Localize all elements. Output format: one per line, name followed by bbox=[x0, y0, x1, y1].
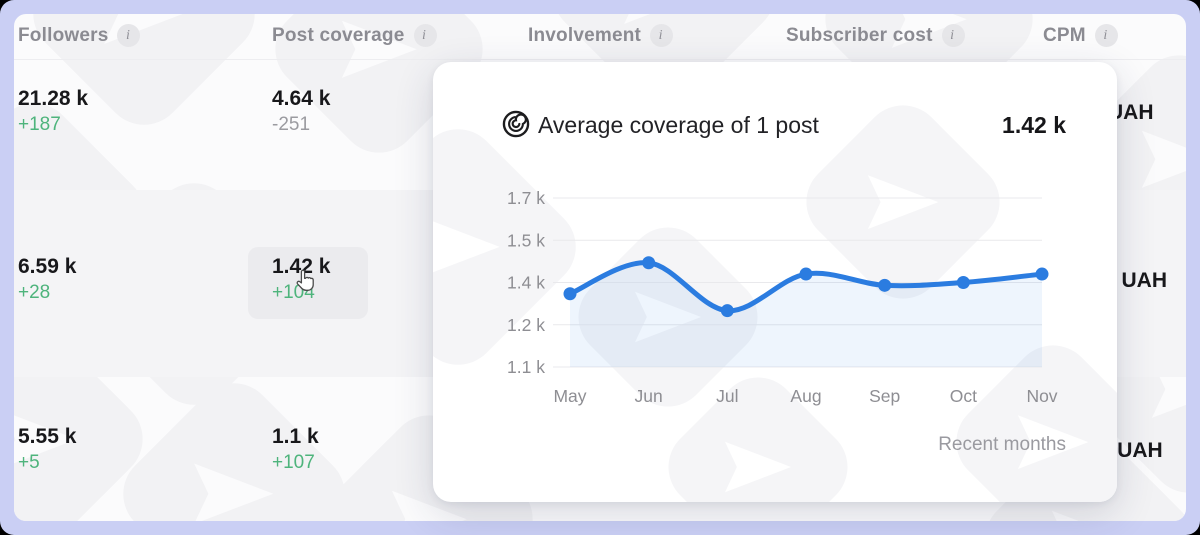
cell-followers-row1[interactable]: 21.28 k +187 bbox=[18, 86, 88, 137]
chart-point-May[interactable] bbox=[563, 287, 577, 301]
cell-delta: +5 bbox=[18, 452, 40, 473]
popup-footer-label: Recent months bbox=[938, 434, 1066, 455]
hand-cursor-icon bbox=[296, 269, 314, 291]
popup-title-row: Average coverage of 1 post 1.42 k bbox=[433, 110, 1117, 142]
table-header-row: Followers i Post coverage i Involvement … bbox=[14, 14, 1186, 60]
x-axis-tick-label: Jun bbox=[635, 386, 663, 406]
column-label: Post coverage bbox=[272, 24, 405, 46]
column-label: Subscriber cost bbox=[786, 24, 933, 46]
column-header-cpm: CPM i bbox=[1043, 24, 1118, 47]
cell-value: 5.55 k bbox=[18, 425, 77, 448]
cell-delta: +28 bbox=[18, 282, 51, 303]
cell-followers-row2[interactable]: 6.59 k +28 bbox=[18, 254, 76, 305]
chart-point-Sep[interactable] bbox=[878, 278, 892, 292]
info-icon[interactable]: i bbox=[650, 24, 674, 47]
info-icon[interactable]: i bbox=[413, 24, 437, 47]
cell-followers-row3[interactable]: 5.55 k +5 bbox=[18, 424, 76, 475]
x-axis-tick-label: Aug bbox=[790, 386, 821, 406]
cell-delta: +187 bbox=[18, 114, 61, 135]
cell-value: 6.59 k bbox=[18, 255, 77, 278]
y-axis-tick-label: 1.7 k bbox=[507, 188, 545, 208]
x-axis-tick-label: Nov bbox=[1026, 386, 1057, 406]
x-axis-tick-label: Sep bbox=[869, 386, 900, 406]
column-label: Followers bbox=[18, 24, 109, 46]
y-axis-tick-label: 1.2 k bbox=[507, 315, 545, 335]
y-axis-tick-label: 1.1 k bbox=[507, 357, 545, 377]
column-label: Involvement bbox=[528, 24, 642, 46]
info-icon[interactable]: i bbox=[117, 24, 141, 47]
column-label: CPM bbox=[1043, 24, 1086, 46]
popup-current-value: 1.42 k bbox=[1002, 112, 1066, 138]
cell-value: 21.28 k bbox=[18, 87, 89, 110]
cell-post-coverage-row1[interactable]: 4.64 k -251 bbox=[272, 86, 330, 137]
cell-value: 1.42 k bbox=[272, 255, 331, 278]
chart-point-Aug[interactable] bbox=[799, 267, 813, 281]
cell-cpm-row1[interactable]: UAH bbox=[1108, 101, 1154, 124]
brand-watermark-icon bbox=[106, 366, 362, 521]
info-icon[interactable]: i bbox=[1094, 24, 1118, 47]
column-header-post-coverage: Post coverage i bbox=[272, 24, 437, 47]
y-axis-tick-label: 1.4 k bbox=[507, 273, 545, 293]
chart-point-Nov[interactable] bbox=[1035, 267, 1049, 281]
popup-title: Average coverage of 1 post bbox=[538, 112, 819, 138]
coverage-spiral-icon bbox=[502, 110, 530, 138]
column-header-involvement: Involvement i bbox=[528, 24, 674, 47]
cell-delta: +107 bbox=[272, 452, 315, 473]
cell-post-coverage-row3[interactable]: 1.1 k +107 bbox=[272, 424, 319, 475]
cell-value: 1.1 k bbox=[272, 425, 319, 448]
cell-delta: -251 bbox=[272, 114, 311, 135]
info-icon[interactable]: i bbox=[941, 24, 965, 47]
coverage-line-chart: 1.7 k 1.5 k 1.4 k 1.2 k 1.1 k May Jun Jul Aug Sep… bbox=[507, 188, 1058, 406]
cell-cpm-row2[interactable]: 7 UAH bbox=[1104, 269, 1168, 292]
cell-value: 4.64 k bbox=[272, 87, 331, 110]
column-header-subscriber-cost: Subscriber cost i bbox=[786, 24, 965, 47]
x-axis-tick-label: Jul bbox=[716, 386, 738, 406]
column-header-followers: Followers i bbox=[18, 24, 141, 47]
x-axis-tick-label: May bbox=[553, 386, 586, 406]
chart-point-Oct[interactable] bbox=[956, 276, 970, 289]
chart-point-Jul[interactable] bbox=[720, 304, 734, 318]
x-axis-tick-label: Oct bbox=[950, 386, 977, 406]
chart-point-Jun[interactable] bbox=[642, 256, 656, 270]
y-axis-tick-label: 1.5 k bbox=[507, 230, 545, 250]
